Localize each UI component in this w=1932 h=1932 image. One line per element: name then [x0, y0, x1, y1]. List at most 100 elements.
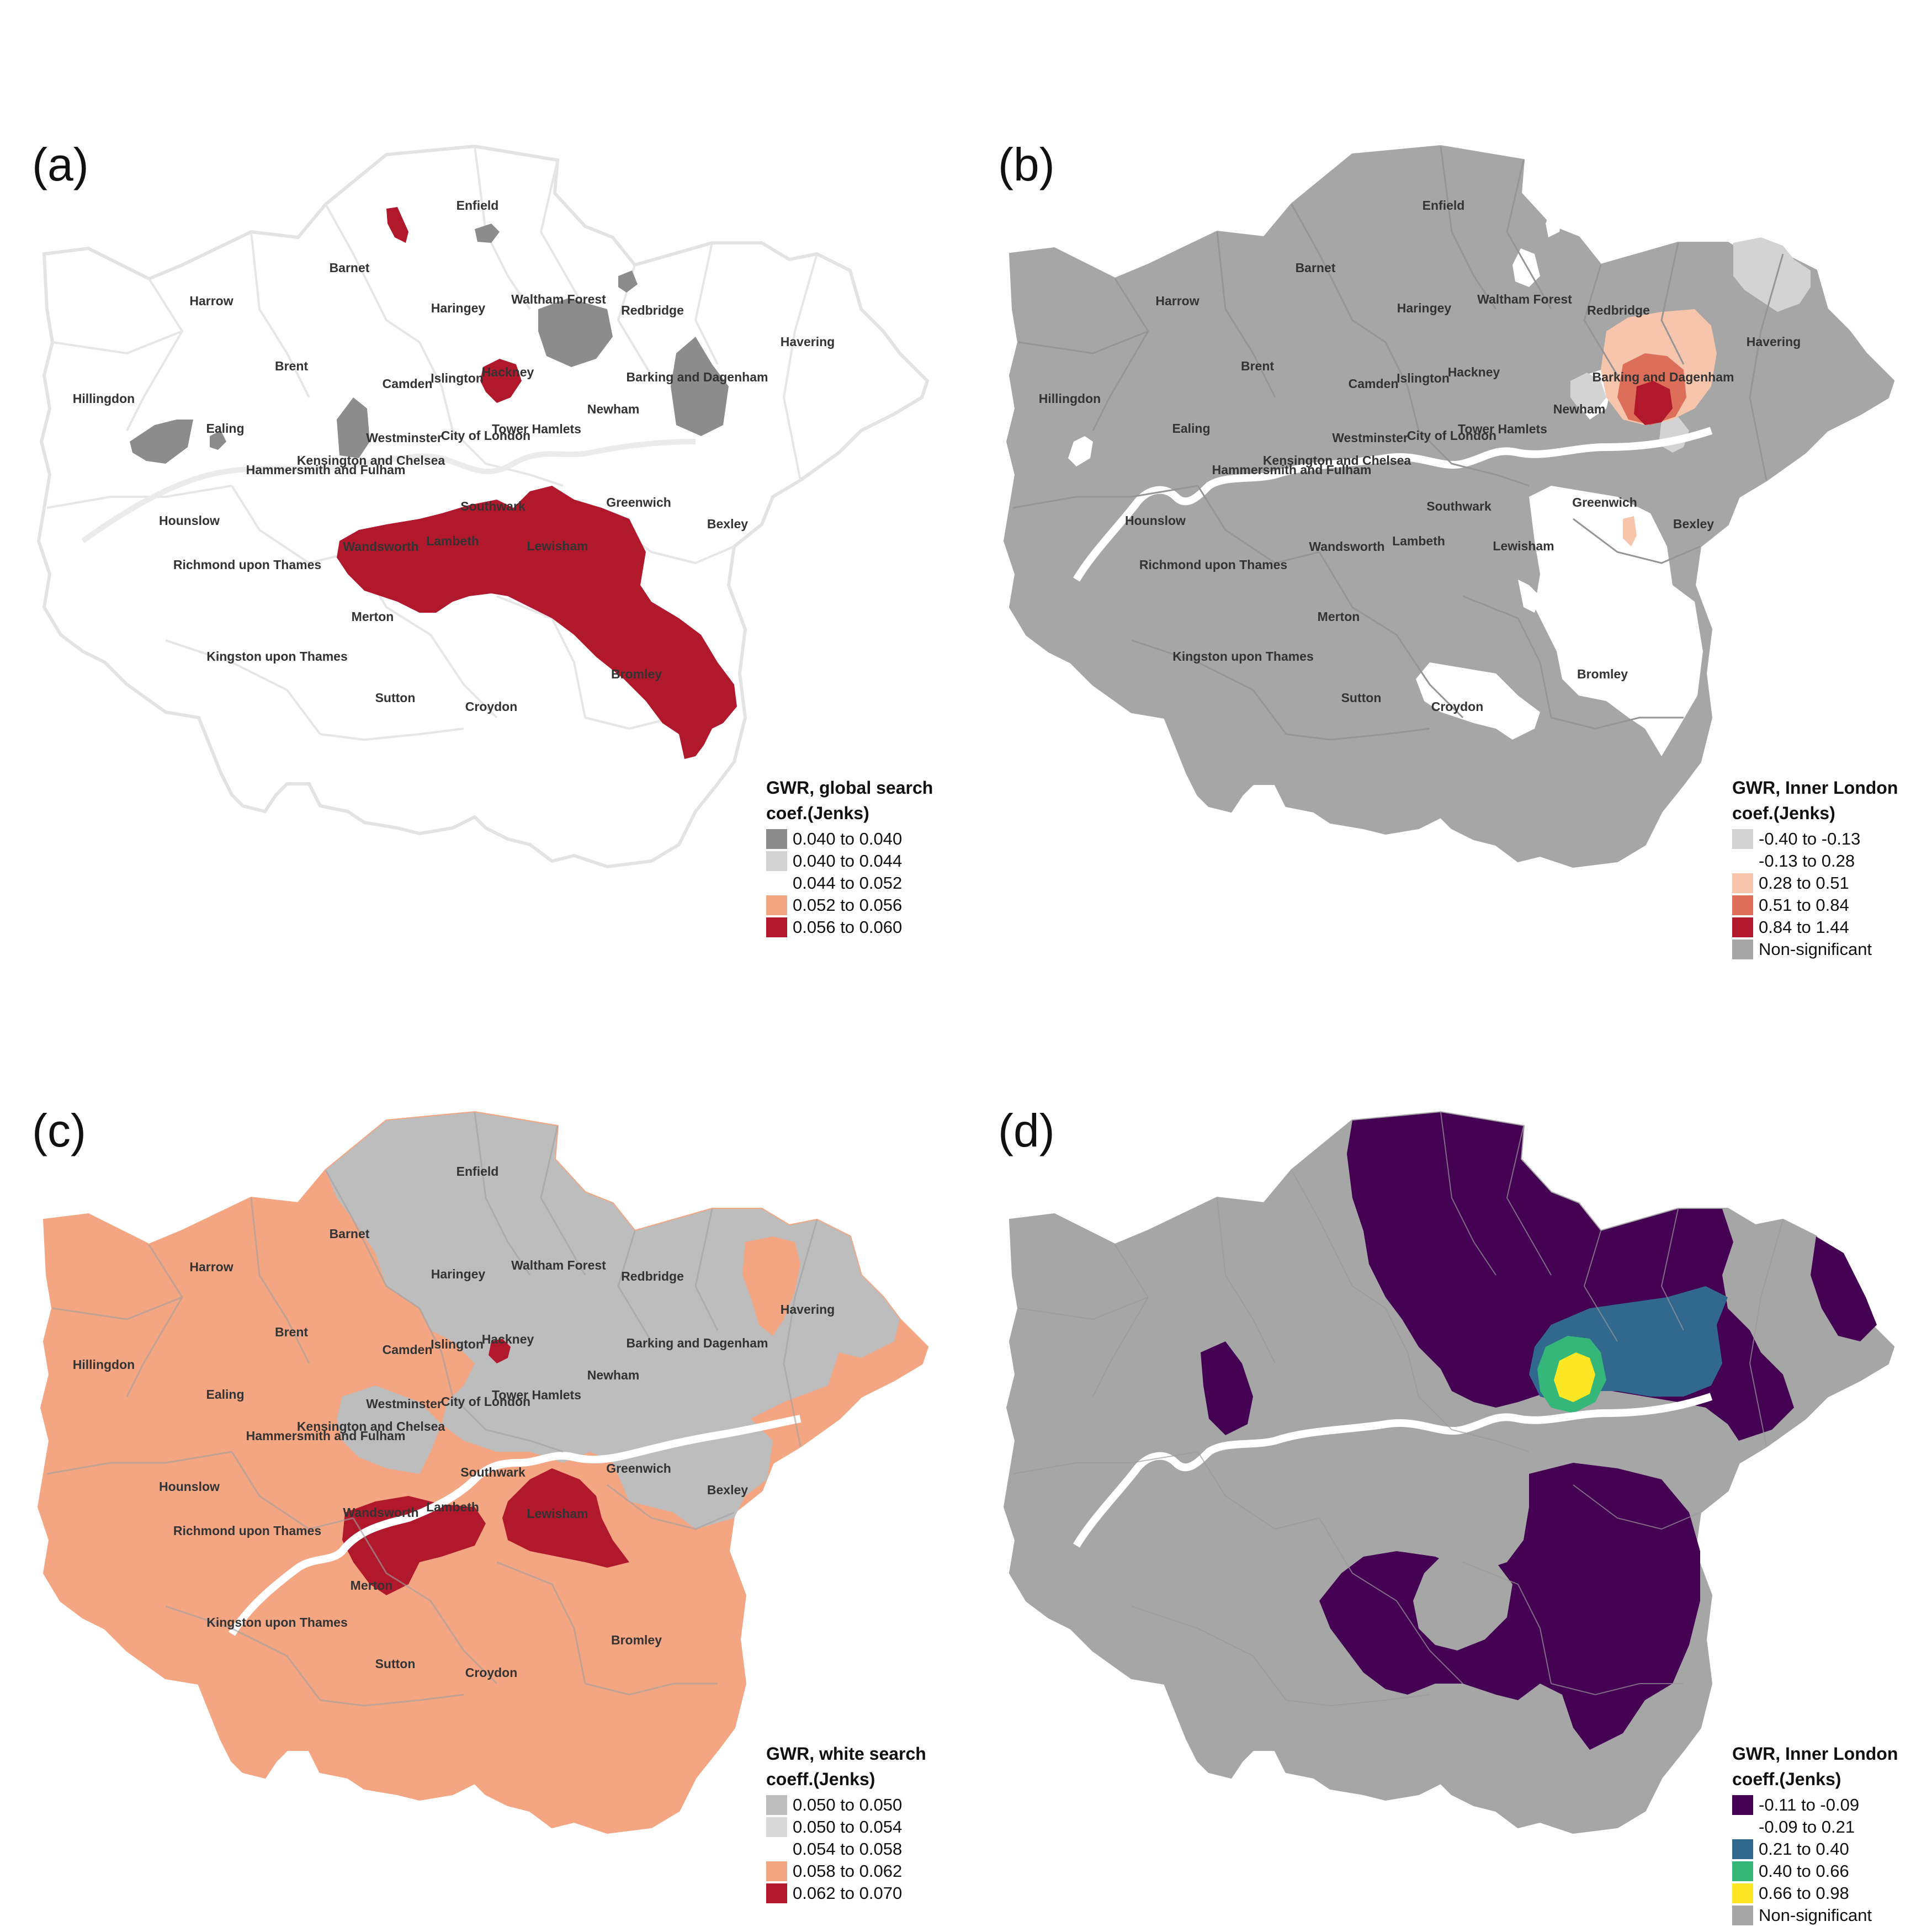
map-d: [1003, 1111, 1895, 1834]
region-patch: [538, 298, 613, 367]
borough-label-southwark: Southwark: [460, 1465, 526, 1479]
legend-label: 0.21 to 0.40: [1759, 1839, 1849, 1859]
legend-swatch: [1732, 1795, 1753, 1815]
borough-label-tower-hamlets: Tower Hamlets: [492, 422, 581, 436]
region-patch: [1570, 373, 1606, 411]
legend-item: Non-significant: [1732, 1904, 1898, 1926]
borough-label-camden: Camden: [383, 376, 433, 391]
borough-label-barnet: Barnet: [1296, 261, 1336, 275]
boundary-line: [429, 1600, 498, 1685]
borough-label-barking: Barking and Dagenham: [627, 1336, 768, 1350]
borough-label-lewisham: Lewisham: [1493, 539, 1554, 553]
borough-label-camden: Camden: [1349, 376, 1399, 391]
borough-label-camden: Camden: [383, 1342, 433, 1357]
legend-swatch: [766, 895, 787, 915]
boundary-line: [607, 1484, 735, 1530]
borough-label-brent: Brent: [275, 1325, 308, 1339]
borough-label-newham: Newham: [1553, 402, 1606, 416]
legend-swatch: [766, 917, 787, 937]
borough-label-barking: Barking and Dagenham: [627, 370, 768, 384]
borough-label-haringey: Haringey: [431, 301, 486, 315]
legend-item: 0.040 to 0.044: [766, 850, 933, 872]
boundary-line: [1197, 1451, 1320, 1530]
boundary-line: [1506, 160, 1552, 310]
legend-label: 0.84 to 1.44: [1759, 917, 1849, 937]
boundary-line: [1395, 634, 1464, 719]
borough-label-haringey: Haringey: [431, 1267, 486, 1281]
region-patch: [1529, 486, 1703, 756]
borough-label-barnet: Barnet: [330, 1227, 370, 1241]
boundary-line: [1660, 242, 1685, 365]
legend-label: 0.40 to 0.66: [1759, 1861, 1849, 1881]
borough-label-greenwich: Greenwich: [606, 1461, 671, 1475]
boundary-line: [782, 253, 818, 481]
legend-swatch: [1732, 940, 1753, 959]
boundary-line: [694, 1208, 719, 1331]
boundary-line: [1286, 1694, 1430, 1707]
boundary-line: [1440, 1112, 1496, 1276]
region-patch: [1518, 580, 1540, 613]
boundary-line: [165, 1605, 321, 1701]
boundary-line: [1131, 1606, 1287, 1701]
borough-label-havering: Havering: [1747, 335, 1801, 349]
boundary-line: [320, 1694, 464, 1707]
boundary-line: [452, 1395, 564, 1453]
boundary-line: [1018, 1297, 1149, 1320]
legend-label: 0.044 to 0.052: [793, 873, 903, 893]
legend-swatch: [1732, 873, 1753, 893]
boundary-line: [585, 1682, 718, 1696]
borough-label-merton: Merton: [352, 609, 394, 624]
legend-label: -0.11 to -0.09: [1759, 1795, 1860, 1814]
borough-label-hammersmith: Hammersmith and Fulham: [246, 1429, 406, 1443]
legend-item: -0.09 to 0.21: [1732, 1816, 1898, 1838]
panel-label: (c): [32, 1105, 86, 1156]
region-patch: [475, 224, 500, 243]
borough-label-westminster: Westminster: [366, 431, 442, 445]
boundary-line: [1092, 1244, 1149, 1397]
legend-item: 0.050 to 0.050: [766, 1794, 926, 1816]
borough-label-richmond: Richmond upon Thames: [173, 1524, 321, 1538]
legend-subtitle: coef.(Jenks): [766, 803, 869, 823]
legend-swatch: [766, 1795, 787, 1815]
panel-label: (a): [32, 139, 89, 190]
legend-title: GWR, Inner London: [1732, 1744, 1898, 1764]
legend-c: GWR, white search coeff.(Jenks) 0.050 to…: [766, 1741, 926, 1904]
legend-b: GWR, Inner London coef.(Jenks) -0.40 to …: [1732, 775, 1898, 960]
borough-label-sutton: Sutton: [375, 691, 416, 705]
boundary-line: [418, 342, 454, 431]
legend-label: -0.40 to -0.13: [1759, 829, 1861, 848]
legend-swatch: [1732, 1839, 1753, 1859]
borough-label-newham: Newham: [587, 1368, 640, 1382]
legend-subtitle: coeff.(Jenks): [766, 1769, 875, 1789]
borough-label-hammersmith: Hammersmith and Fulham: [246, 463, 406, 477]
region-patch: [502, 1468, 629, 1568]
boundary-line: [1216, 231, 1276, 398]
boundary-line: [1551, 1683, 1684, 1696]
boundary-line: [429, 634, 498, 719]
borough-label-hackney: Hackney: [1448, 365, 1500, 379]
borough-label-richmond: Richmond upon Thames: [1139, 558, 1287, 572]
borough-label-waltham-forest: Waltham Forest: [511, 292, 606, 306]
legend-swatch: [766, 1817, 787, 1837]
borough-label-sutton: Sutton: [375, 1657, 416, 1671]
borough-label-wandsworth: Wandsworth: [343, 539, 418, 554]
borough-label-city: City of London: [441, 428, 530, 443]
borough-label-enfield: Enfield: [457, 198, 499, 213]
boundary-line: [1440, 146, 1497, 310]
borough-label-croydon: Croydon: [465, 1665, 518, 1680]
borough-label-greenwich: Greenwich: [606, 495, 671, 509]
boundary-line: [1012, 485, 1198, 509]
borough-label-newham: Newham: [587, 402, 640, 416]
boundary-line: [352, 1517, 431, 1602]
boundary-line: [126, 1244, 183, 1397]
legend-subtitle: coeff.(Jenks): [1732, 1769, 1841, 1789]
region-patch: [130, 420, 193, 464]
borough-label-croydon: Croydon: [465, 699, 518, 714]
map-c: Enfield Barnet Harrow Haringey Waltham Fores…: [37, 1111, 929, 1834]
legend-swatch: [1732, 917, 1753, 937]
boundary-line: [1286, 728, 1430, 741]
legend-label: 0.040 to 0.040: [793, 829, 903, 848]
panel-c: (c) Enfield Barnet Harrow Haringey Waltham F…: [0, 966, 966, 1932]
legend-swatch: [1732, 1861, 1753, 1881]
boundary-line: [1319, 1517, 1397, 1601]
